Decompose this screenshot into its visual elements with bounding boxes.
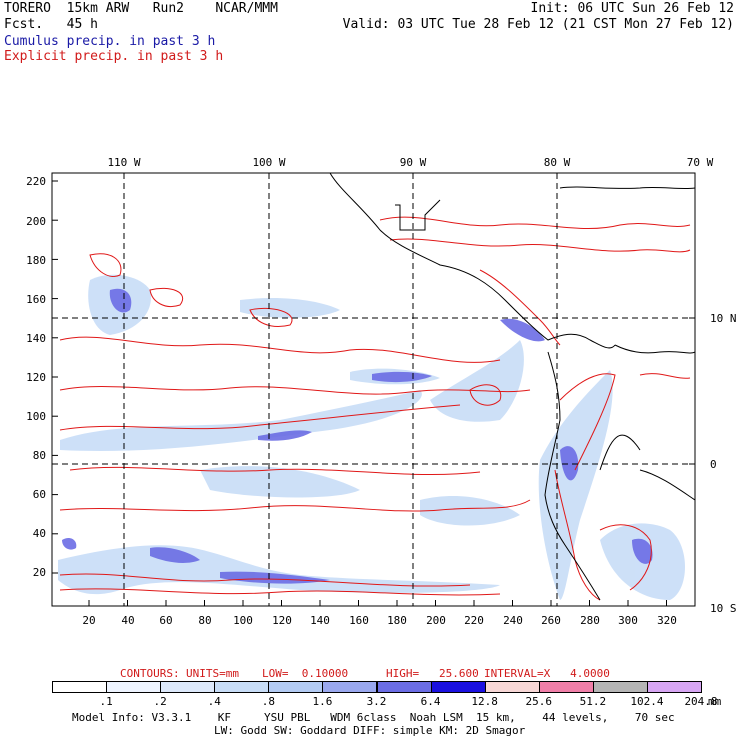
x-tick-label: 200	[426, 614, 446, 627]
lat-lon-grid	[52, 173, 695, 606]
contour-label: CONTOURS:	[120, 667, 180, 680]
physics-info: LW: Godd SW: Goddard DIFF: simple KM: 2D…	[214, 724, 526, 737]
explicit-precip-contours	[59, 216, 691, 601]
colorbar-label: 102.4	[630, 695, 664, 708]
lat-label: 10 S	[710, 602, 737, 615]
valid-time: Valid: 03 UTC Tue 28 Feb 12 (21 CST Mon …	[342, 17, 734, 32]
x-tick-label: 320	[657, 614, 677, 627]
x-tick-label: 160	[349, 614, 369, 627]
model-info: Model Info: V3.3.1 KF YSU PBL WDM 6class…	[72, 711, 675, 724]
colorbar-label: 25.6	[525, 695, 553, 708]
colorbar-segment	[160, 681, 216, 693]
init-time: Init: 06 UTC Sun 26 Feb 12	[530, 1, 735, 16]
x-tick-label: 120	[272, 614, 292, 627]
y-tick-label: 120	[26, 371, 46, 384]
lat-label: 10 N	[710, 312, 737, 325]
x-tick-label: 260	[541, 614, 561, 627]
colorbar-label: .2	[153, 695, 167, 708]
x-tick-label: 140	[310, 614, 330, 627]
colorbar-segment	[268, 681, 324, 693]
colorbar-segment	[322, 681, 378, 693]
y-tick-label: 40	[33, 527, 46, 540]
colorbar-label: .8	[261, 695, 275, 708]
lon-label: 100 W	[252, 156, 285, 169]
colorbar-label: 204.8	[684, 695, 718, 708]
y-tick-label: 100	[26, 410, 46, 423]
lon-label: 90 W	[400, 156, 427, 169]
contour-high: HIGH= 25.600	[386, 667, 479, 680]
coastlines	[329, 173, 695, 601]
y-tick-label: 160	[26, 293, 46, 306]
y-tick-label: 20	[33, 566, 46, 579]
colorbar-segment	[52, 681, 108, 693]
cumulus-label: Cumulus precip. in past 3 h	[4, 34, 216, 49]
lon-label: 80 W	[544, 156, 571, 169]
colorbar-units: mm	[708, 695, 722, 708]
cumulus-precip-shading	[58, 274, 685, 600]
colorbar-label: .4	[207, 695, 221, 708]
x-tick-label: 280	[580, 614, 600, 627]
colorbar-segment	[106, 681, 162, 693]
y-tick-label: 200	[26, 215, 46, 228]
x-tick-label: 220	[464, 614, 484, 627]
contour-units: UNITS=mm	[186, 667, 239, 680]
colorbar-label: 1.6	[312, 695, 333, 708]
colorbar-label: 3.2	[366, 695, 387, 708]
colorbar-label: 12.8	[471, 695, 498, 708]
colorbar-segment	[646, 681, 702, 693]
x-tick-label: 300	[618, 614, 638, 627]
x-tick-label: 180	[387, 614, 407, 627]
cumulus-precip-heavy	[62, 288, 653, 584]
y-tick-label: 80	[33, 449, 46, 462]
colorbar-segment	[376, 681, 432, 693]
contour-low: LOW= 0.10000	[262, 667, 349, 680]
x-tick-label: 240	[503, 614, 523, 627]
y-tick-label: 180	[26, 254, 46, 267]
model-title: TORERO 15km ARW Run2 NCAR/MMM	[4, 1, 278, 16]
colorbar-segment	[430, 681, 486, 693]
map-frame	[51, 172, 696, 607]
colorbar-label: 6.4	[420, 695, 441, 708]
lon-label: 70 W	[687, 156, 714, 169]
y-tick-label: 60	[33, 488, 46, 501]
colorbar-segment	[592, 681, 648, 693]
x-tick-label: 40	[121, 614, 134, 627]
x-tick-label: 80	[198, 614, 211, 627]
colorbar-segment	[484, 681, 540, 693]
y-tick-label: 140	[26, 332, 46, 345]
colorbar-label: 51.2	[579, 695, 607, 708]
x-tick-label: 100	[233, 614, 253, 627]
forecast-hour: Fcst. 45 h	[4, 17, 98, 32]
explicit-label: Explicit precip. in past 3 h	[4, 49, 224, 64]
x-tick-label: 60	[159, 614, 172, 627]
x-tick-label: 20	[82, 614, 95, 627]
lat-label: 0	[710, 458, 717, 471]
y-tick-label: 220	[26, 175, 46, 188]
colorbar-label: .1	[99, 695, 113, 708]
colorbar-segment	[538, 681, 594, 693]
colorbar-segment	[214, 681, 270, 693]
lon-label: 110 W	[107, 156, 140, 169]
contour-interval: INTERVAL=X 4.0000	[484, 667, 610, 680]
